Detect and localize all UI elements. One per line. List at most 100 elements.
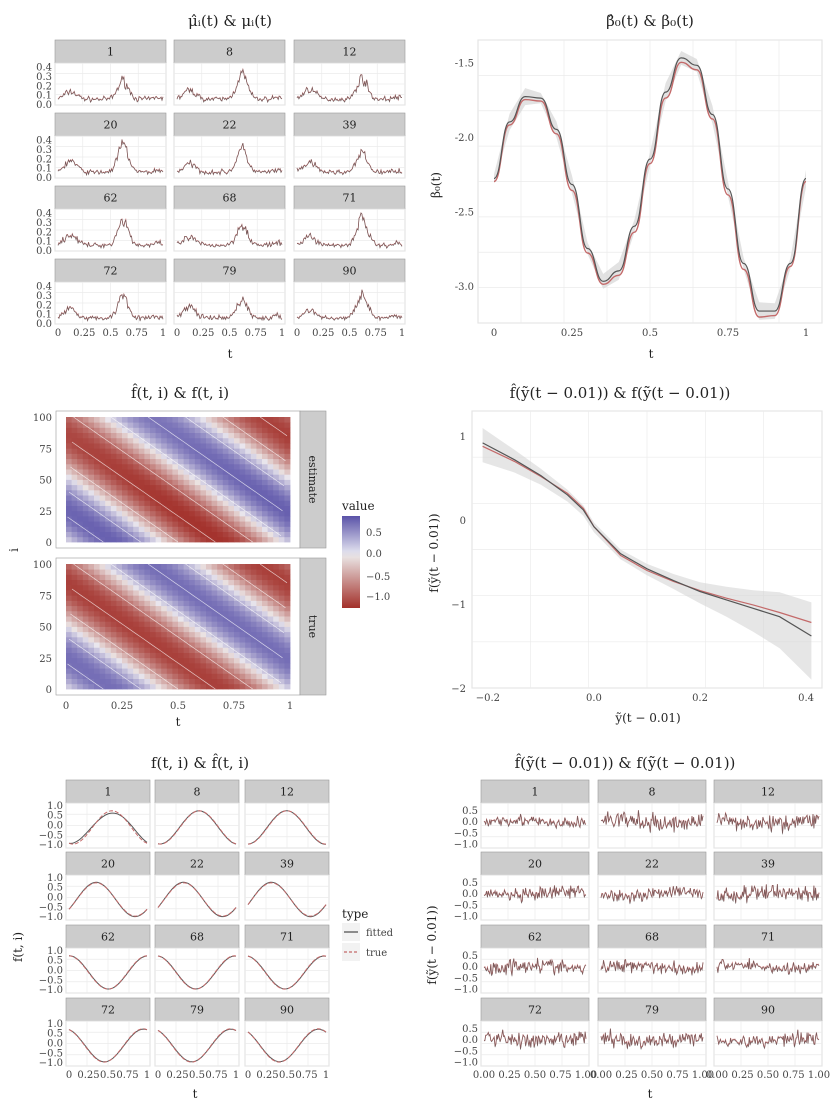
heatmap-cell bbox=[239, 600, 246, 607]
heatmap-cell bbox=[206, 631, 212, 638]
heatmap-cell bbox=[127, 443, 134, 449]
heatmap-cell bbox=[133, 636, 140, 643]
heatmap-cell bbox=[178, 479, 184, 486]
heatmap-cell bbox=[178, 469, 184, 475]
heatmap-cell bbox=[161, 616, 168, 622]
ytick-mu: 0.2 bbox=[36, 227, 52, 238]
heatmap-cell bbox=[172, 463, 179, 470]
heatmap-cell bbox=[262, 417, 268, 423]
heatmap-cell bbox=[133, 427, 140, 434]
heatmap-cell bbox=[234, 526, 240, 532]
heatmap-cell bbox=[245, 569, 252, 575]
heatmap-cell bbox=[183, 417, 190, 423]
title-heatmap: f̂(t, i) & f(t, i) bbox=[131, 384, 229, 402]
heatmap-cell bbox=[166, 616, 173, 622]
heatmap-cell bbox=[206, 610, 212, 617]
heatmap-cell bbox=[189, 683, 196, 690]
heatmap-cell bbox=[245, 443, 252, 449]
heatmap-cell bbox=[217, 427, 224, 434]
heatmap-cell bbox=[172, 526, 179, 532]
heatmap-cell bbox=[211, 610, 218, 617]
heatmap-cell bbox=[245, 510, 252, 517]
heatmap-cell bbox=[110, 621, 117, 627]
heatmap-cell bbox=[71, 437, 78, 444]
heatmap-cell bbox=[166, 636, 173, 643]
heatmap-cell bbox=[77, 526, 84, 532]
heatmap-cell bbox=[262, 422, 268, 428]
heatmap-cell bbox=[222, 443, 229, 449]
heatmap-cell bbox=[133, 610, 140, 617]
heatmap-cell bbox=[150, 417, 156, 423]
heatmap-cell bbox=[234, 427, 240, 434]
ytick-mu: 0.3 bbox=[36, 145, 52, 156]
heatmap-cell bbox=[267, 605, 274, 612]
heatmap-cell bbox=[211, 432, 218, 439]
strip-fy-22: 22 bbox=[597, 851, 707, 876]
heatmap-cell bbox=[88, 574, 95, 581]
strip-label: 22 bbox=[645, 858, 659, 871]
heatmap-cell bbox=[256, 437, 263, 444]
heatmap-cell bbox=[262, 631, 268, 638]
heatmap-cell bbox=[166, 621, 173, 627]
heatmap-cell bbox=[105, 569, 112, 575]
heatmap-cell bbox=[144, 448, 151, 454]
heatmap-cell bbox=[77, 584, 84, 591]
heatmap-cell bbox=[133, 463, 140, 470]
heatmap-cell bbox=[239, 417, 246, 423]
heatmap-cell bbox=[94, 432, 100, 439]
heatmap-cell bbox=[116, 652, 123, 659]
heatmap-cell bbox=[105, 647, 112, 653]
xlabel-mu: t bbox=[228, 347, 233, 361]
heatmap-cell bbox=[105, 484, 112, 491]
heatmap-cell bbox=[94, 574, 100, 581]
heatmap-cell bbox=[250, 668, 257, 674]
heatmap-cell bbox=[178, 621, 184, 627]
heatmap-cell bbox=[228, 526, 235, 532]
heatmap-cell bbox=[234, 453, 240, 460]
heatmap-cell bbox=[239, 579, 246, 586]
heatmap-cell bbox=[234, 668, 240, 674]
heatmap-cell bbox=[66, 500, 72, 506]
heatmap-cell bbox=[211, 600, 218, 607]
heatmap-cell bbox=[200, 515, 207, 522]
heatmap-cell bbox=[189, 463, 196, 470]
heatmap-cell bbox=[189, 657, 196, 664]
heatmap-cell bbox=[222, 673, 229, 679]
heatmap-cell bbox=[66, 600, 72, 607]
heatmap-cell bbox=[267, 453, 274, 460]
ytick-mu: 0.1 bbox=[36, 91, 52, 102]
xtick-fy: 0.75 bbox=[549, 1070, 571, 1081]
heatmap-cell bbox=[278, 683, 285, 690]
heatmap-cell bbox=[133, 432, 140, 439]
heatmap-cell bbox=[262, 579, 268, 586]
heatmap-cell bbox=[166, 526, 173, 532]
heatmap-cell bbox=[194, 458, 201, 465]
heatmap-cell bbox=[189, 417, 196, 423]
heatmap-cell bbox=[194, 636, 201, 643]
legend-label-1: 0.0 bbox=[366, 549, 382, 560]
heatmap-cell bbox=[222, 621, 229, 627]
heatmap-cell bbox=[88, 569, 95, 575]
heatmap-cell bbox=[155, 443, 162, 449]
ytick-fti: 1.0 bbox=[47, 801, 63, 812]
heatmap-cell bbox=[228, 432, 235, 439]
heatmap-cell bbox=[127, 626, 134, 633]
heatmap-cell bbox=[133, 647, 140, 653]
heatmap-cell bbox=[133, 657, 140, 664]
heatmap-cell bbox=[200, 495, 207, 501]
heatmap-cell bbox=[94, 531, 100, 538]
heatmap-cell bbox=[116, 489, 123, 496]
heatmap-cell bbox=[189, 642, 196, 648]
heatmap-cell bbox=[144, 437, 151, 444]
heatmap-cell bbox=[116, 515, 123, 522]
strip-label: 90 bbox=[343, 265, 357, 278]
heatmap-cell bbox=[122, 574, 128, 581]
ytick-fy: −1.0 bbox=[454, 840, 478, 851]
heatmap-cell bbox=[222, 605, 229, 612]
xtick-fy-smooth: 0.0 bbox=[586, 693, 602, 704]
heatmap-cell bbox=[66, 469, 72, 475]
heatmap-cell bbox=[222, 521, 229, 527]
heatmap-cell bbox=[94, 621, 100, 627]
heatmap-cell bbox=[144, 469, 151, 475]
heatmap-cell bbox=[206, 616, 212, 622]
